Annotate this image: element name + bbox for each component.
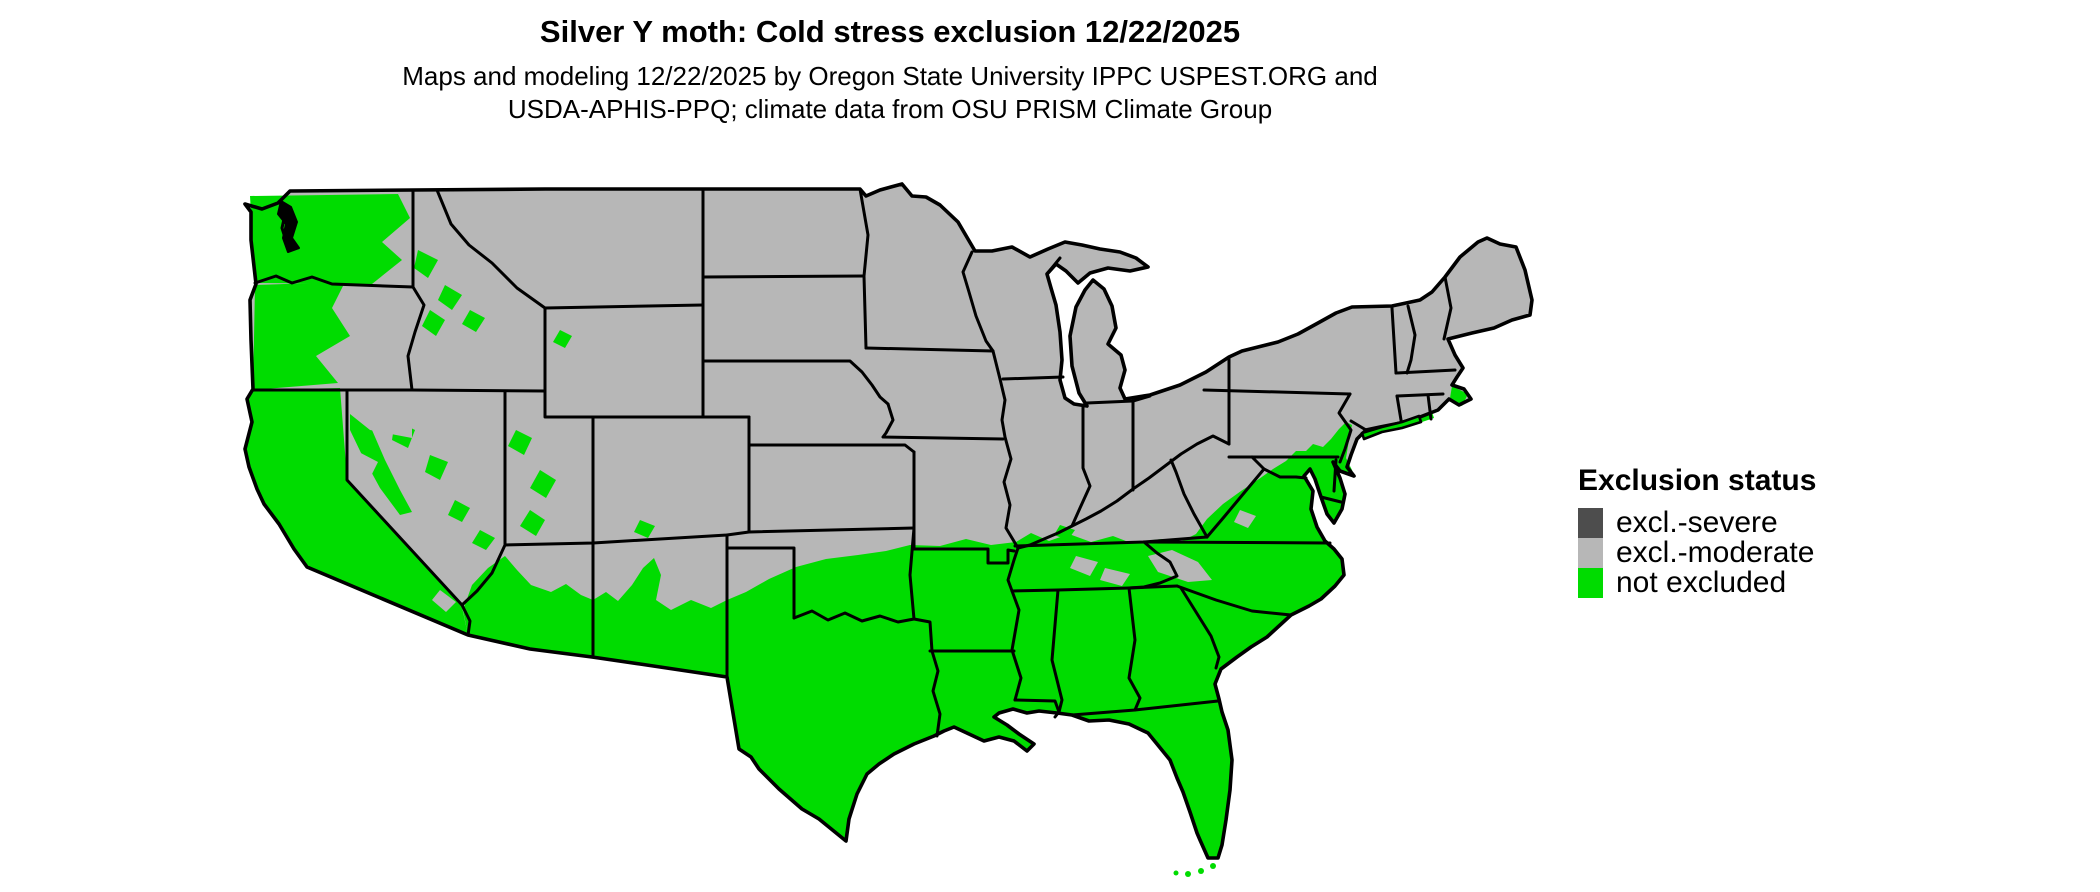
long-island (1360, 414, 1423, 441)
border-pa-ny (1202, 388, 1352, 396)
legend-swatch-severe (1578, 508, 1603, 538)
border-nv-az (460, 543, 507, 607)
green-patch-idaho-3 (462, 310, 485, 332)
legend-item-not-excluded: not excluded (1578, 568, 1816, 598)
page-title: Silver Y moth: Cold stress exclusion 12/… (539, 14, 1241, 49)
border-vt-nh (1405, 304, 1417, 375)
border-mo-river-ia (881, 402, 1005, 441)
green-patch-utah-3 (520, 510, 545, 536)
green-patch-nevada-4 (472, 530, 495, 550)
border-id-wy-ut (543, 306, 595, 419)
puget-sound-water (277, 200, 300, 253)
green-patch-nevada-west (350, 398, 412, 515)
border-al-ms (1050, 588, 1064, 714)
border-id-mt (435, 188, 547, 310)
national-border (243, 182, 1534, 860)
florida-keys (1173, 863, 1216, 877)
legend-title: Exclusion status (1578, 464, 1817, 497)
border-ok-panhandle (725, 546, 796, 620)
legend-swatch-moderate (1578, 538, 1603, 568)
subtitle-line-2: USDA-APHIS-PPQ; climate data from OSU PR… (507, 94, 1273, 124)
border-ny-nj (1349, 419, 1368, 432)
green-patch-missouri-south (935, 560, 958, 578)
border-mn-west (858, 187, 870, 350)
gray-pocket-sierra (352, 450, 378, 482)
legend: Exclusion status excl.-severe excl.-mode… (1578, 464, 1816, 598)
border-fl-north (1070, 699, 1220, 717)
state-borders (251, 187, 1457, 738)
border-ma-ct-ri (1395, 392, 1445, 398)
green-patch-idaho-2 (438, 285, 462, 310)
green-patch-idaho-1 (414, 250, 438, 278)
not-excluded-regions (245, 194, 1468, 858)
gray-pocket-california-se (432, 590, 456, 612)
border-sd-ne (701, 359, 890, 406)
border-nc-sc (1175, 584, 1293, 617)
map-header: Silver Y moth: Cold stress exclusion 12/… (0, 14, 1780, 126)
key-dot-2 (1198, 868, 1204, 874)
border-ny-vt (1390, 306, 1398, 375)
puget-sound-inlets (277, 200, 300, 253)
border-35th-parallel (1010, 584, 1179, 593)
border-mi-wi-up (1045, 256, 1062, 276)
border-mt-wy (543, 303, 705, 310)
green-region-california (245, 388, 468, 635)
gray-pocket-california-ne (350, 392, 412, 438)
green-patch-wyoming (553, 330, 572, 348)
border-nd-sd (701, 274, 866, 279)
green-region-oregon (253, 282, 350, 390)
green-patch-utah-2 (530, 470, 556, 498)
key-dot-1 (1210, 863, 1216, 869)
gray-pocket-virginia-piedmont (1234, 510, 1256, 528)
border-tx-ar-la (912, 617, 942, 738)
border-de-md (1332, 458, 1338, 493)
border-potomac (1250, 455, 1308, 480)
key-dot-3 (1185, 871, 1191, 877)
gray-pocket-tennessee-central (1070, 556, 1098, 576)
puget-sound-channel (280, 208, 289, 246)
border-ne-ks (747, 443, 916, 454)
border-mn-ia (864, 346, 995, 353)
gray-pocket-tennessee-east (1100, 568, 1130, 586)
green-patch-nevada-3 (448, 500, 470, 522)
green-patch-colorado-south (634, 520, 655, 538)
green-region-south-and-east (463, 422, 1354, 858)
border-ky-wv (1169, 458, 1209, 539)
border-al-ga (1127, 586, 1142, 712)
border-md-va-peninsula (1319, 495, 1343, 504)
border-red-river (792, 609, 916, 624)
key-dot-4 (1173, 870, 1179, 876)
border-ma-north (1394, 368, 1457, 375)
border-mo-ar (912, 547, 1016, 565)
border-delaware-river (1337, 392, 1353, 464)
border-wv-va (1205, 467, 1266, 539)
green-patch-nevada-2 (425, 455, 448, 480)
us-outline-stroke (243, 182, 1534, 860)
legend-label-moderate: excl.-moderate (1616, 536, 1815, 569)
border-wa-or (253, 274, 415, 289)
legend-swatch-not-excluded (1578, 568, 1603, 598)
border-il-in (1070, 404, 1092, 528)
border-or-id (406, 285, 426, 392)
legend-item-severe: excl.-severe (1578, 508, 1816, 538)
border-ri-ct (1426, 393, 1433, 421)
border-42nd-parallel (251, 388, 547, 393)
map-subtitle: Maps and modeling 12/22/2025 by Oregon S… (0, 60, 1780, 126)
legend-label-not-excluded: not excluded (1616, 566, 1787, 599)
border-mississippi-river (961, 250, 1023, 702)
subtitle-line-1: Maps and modeling 12/22/2025 by Oregon S… (402, 61, 1378, 91)
green-patch-utah-1 (508, 430, 532, 455)
border-wi-il (1001, 375, 1065, 381)
border-nh-me (1442, 275, 1453, 341)
legend-item-moderate: excl.-moderate (1578, 538, 1816, 568)
green-patch-idaho-4 (422, 310, 445, 336)
border-ga-sc (1179, 586, 1221, 670)
border-ms-la (1013, 698, 1061, 719)
border-ohio-river (1016, 434, 1231, 550)
legend-label-severe: excl.-severe (1616, 506, 1778, 539)
